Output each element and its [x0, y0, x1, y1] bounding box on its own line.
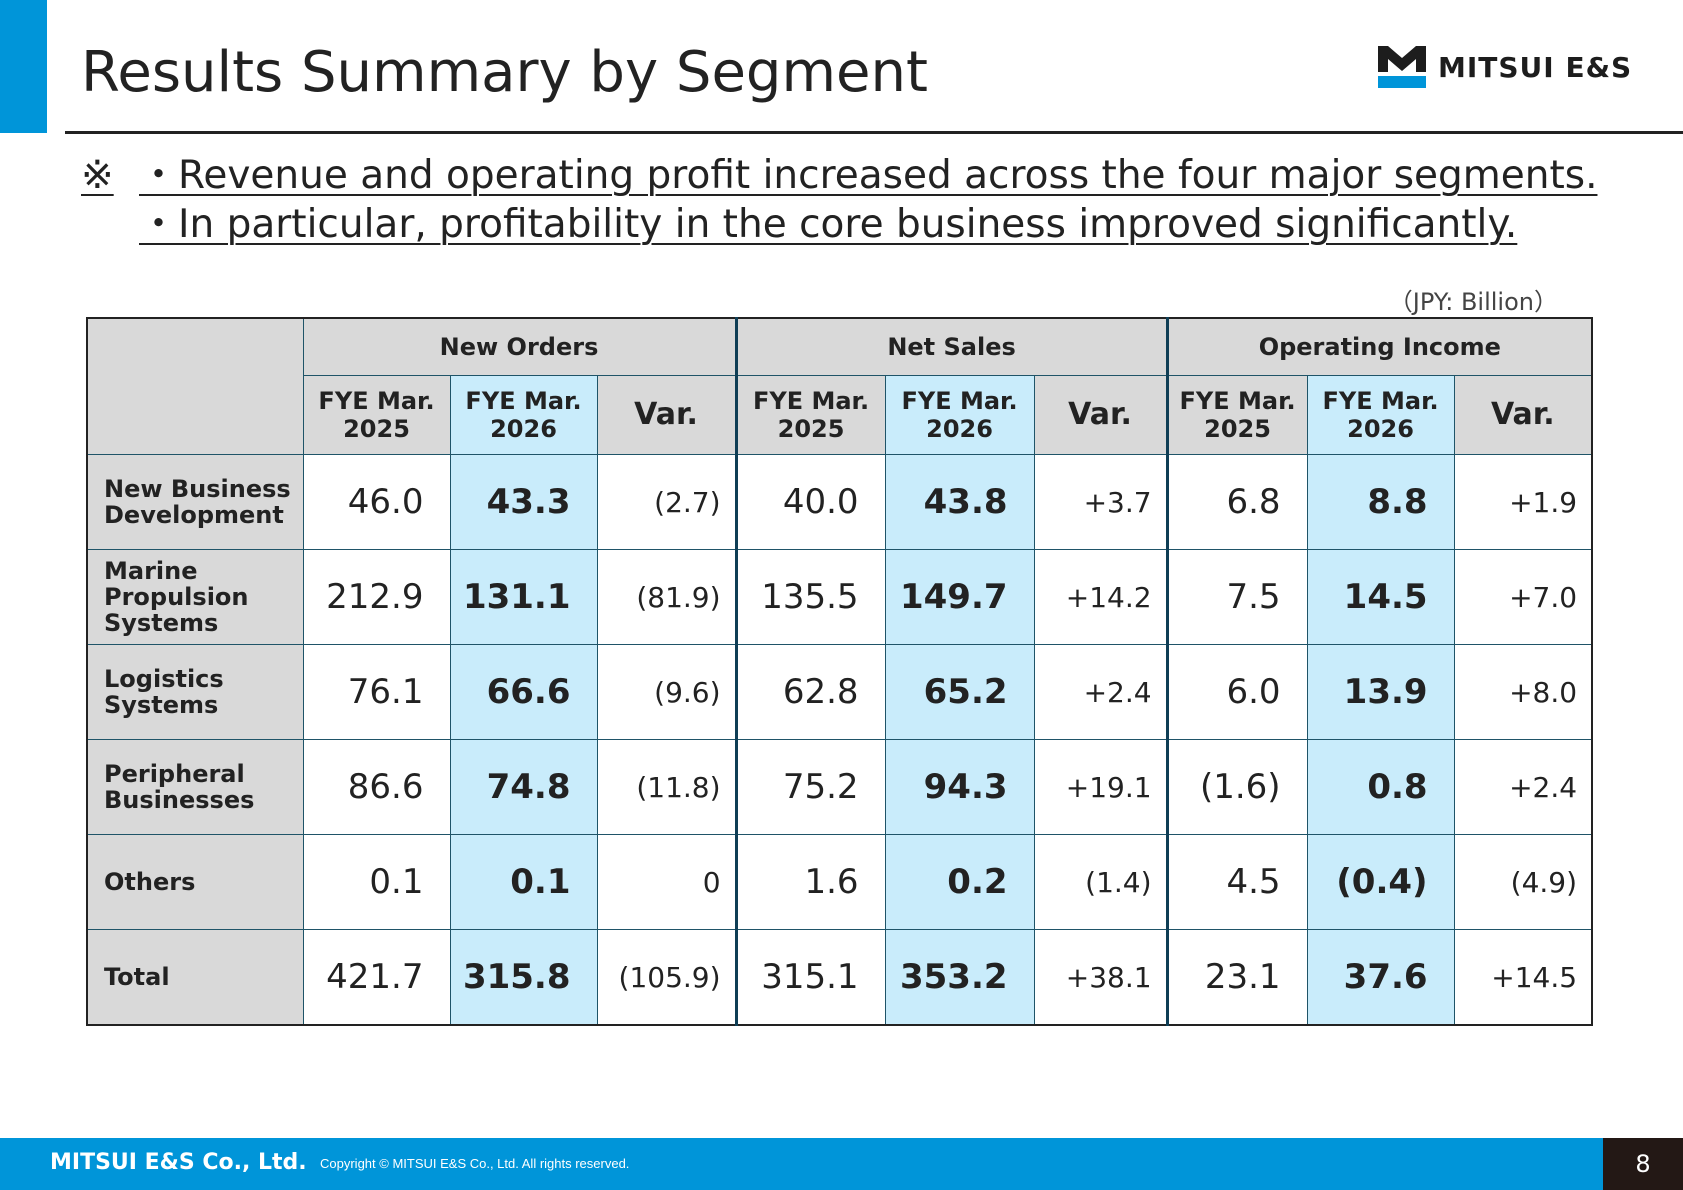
title-divider [65, 131, 1683, 134]
cell-net-sales-prev: 62.8 [734, 644, 886, 740]
cell-net-sales-prev: 1.6 [734, 834, 886, 930]
cell-new-orders-var: (9.6) [596, 644, 737, 740]
cell-op-income-prev: (1.6) [1165, 739, 1308, 835]
key-point-1: ※ ・Revenue and operating profit increased… [81, 151, 1597, 200]
footer-bar: MITSUI E&S Co., Ltd. Copyright © MITSUI … [0, 1138, 1683, 1190]
cell-op-income-prev: 6.0 [1165, 644, 1308, 740]
cell-new-orders-var: (105.9) [596, 929, 737, 1026]
cell-new-orders-prev: 46.0 [302, 454, 451, 550]
cell-op-income-var: (4.9) [1453, 834, 1593, 930]
table-row: Total 421.7 315.8 (105.9) 315.1 353.2 +38.1 23.… [86, 929, 1593, 1026]
col-header-prev-year: FYE Mar. 2025 [302, 375, 451, 455]
col-header-current-year: FYE Mar. 2026 [449, 375, 598, 455]
cell-new-orders-var: (2.7) [596, 454, 737, 550]
cell-net-sales-var: +19.1 [1033, 739, 1168, 835]
cell-net-sales-var: +38.1 [1033, 929, 1168, 1026]
cell-net-sales-curr: 43.8 [884, 454, 1035, 550]
cell-net-sales-prev: 75.2 [734, 739, 886, 835]
footer-company-name: MITSUI E&S Co., Ltd. [50, 1150, 307, 1175]
cell-new-orders-var: (11.8) [596, 739, 737, 835]
table-row: Others 0.1 0.1 0 1.6 0.2 (1.4) 4.5 (0.4) (4.9) [86, 834, 1593, 930]
cell-op-income-var: +2.4 [1453, 739, 1593, 835]
footer-copyright: Copyright © MITSUI E&S Co., Ltd. All rig… [320, 1156, 630, 1171]
key-point-2: ・In particular, profitability in the cor… [81, 200, 1597, 249]
unit-label: （JPY: Billion） [1388, 288, 1558, 316]
table-row: Marine Propulsion Systems 212.9 131.1 (81.9… [86, 549, 1593, 645]
key-point-2-text: ・In particular, profitability in the cor… [139, 202, 1518, 247]
logo-wordmark: MITSUI E&S [1438, 50, 1633, 84]
cell-op-income-var: +14.5 [1453, 929, 1593, 1026]
reference-mark: ※ [81, 153, 114, 198]
cell-op-income-prev: 4.5 [1165, 834, 1308, 930]
cell-op-income-var: +1.9 [1453, 454, 1593, 550]
row-label: Total [86, 929, 304, 1026]
page-number-box: 8 [1603, 1138, 1683, 1190]
table-row: New Business Development 46.0 43.3 (2.7) 40.… [86, 454, 1593, 550]
cell-op-income-var: +7.0 [1453, 549, 1593, 645]
cell-net-sales-curr: 353.2 [884, 929, 1035, 1026]
group-header-new-orders: New Orders [302, 317, 737, 376]
cell-net-sales-curr: 94.3 [884, 739, 1035, 835]
col-header-variance: Var. [596, 375, 737, 455]
row-label: New Business Development [86, 454, 304, 550]
cell-new-orders-var: (81.9) [596, 549, 737, 645]
title-accent-bar [0, 0, 47, 133]
cell-op-income-curr: 13.9 [1306, 644, 1455, 740]
cell-net-sales-var: +3.7 [1033, 454, 1168, 550]
cell-net-sales-var: (1.4) [1033, 834, 1168, 930]
cell-op-income-prev: 23.1 [1165, 929, 1308, 1026]
table-row: Logistics Systems 76.1 66.6 (9.6) 62.8 65.2 +2… [86, 644, 1593, 740]
header-corner [86, 317, 304, 455]
cell-op-income-curr: 0.8 [1306, 739, 1455, 835]
row-label: Logistics Systems [86, 644, 304, 740]
key-point-1-text: ・Revenue and operating profit increased … [139, 153, 1598, 198]
cell-new-orders-prev: 86.6 [302, 739, 451, 835]
cell-net-sales-prev: 135.5 [734, 549, 886, 645]
row-label: Others [86, 834, 304, 930]
segment-results-table: New Orders Net Sales Operating Income FY… [86, 317, 1594, 1026]
col-header-variance: Var. [1453, 375, 1593, 455]
cell-op-income-curr: 8.8 [1306, 454, 1455, 550]
company-logo: MITSUI E&S [1378, 46, 1632, 88]
col-header-current-year: FYE Mar. 2026 [1306, 375, 1455, 455]
cell-op-income-var: +8.0 [1453, 644, 1593, 740]
cell-new-orders-curr: 66.6 [449, 644, 598, 740]
cell-new-orders-prev: 212.9 [302, 549, 451, 645]
cell-net-sales-prev: 315.1 [734, 929, 886, 1026]
key-points: ※ ・Revenue and operating profit increased… [81, 151, 1597, 249]
cell-new-orders-curr: 0.1 [449, 834, 598, 930]
cell-net-sales-var: +2.4 [1033, 644, 1168, 740]
cell-op-income-curr: (0.4) [1306, 834, 1455, 930]
mitsui-logo-icon [1378, 46, 1426, 88]
cell-op-income-prev: 7.5 [1165, 549, 1308, 645]
cell-new-orders-curr: 43.3 [449, 454, 598, 550]
cell-new-orders-prev: 421.7 [302, 929, 451, 1026]
group-header-net-sales: Net Sales [734, 317, 1168, 376]
cell-new-orders-prev: 76.1 [302, 644, 451, 740]
col-header-variance: Var. [1033, 375, 1168, 455]
cell-net-sales-curr: 149.7 [884, 549, 1035, 645]
cell-op-income-curr: 14.5 [1306, 549, 1455, 645]
page-number: 8 [1635, 1150, 1651, 1178]
table-row: Peripheral Businesses 86.6 74.8 (11.8) 75.2 9… [86, 739, 1593, 835]
col-header-current-year: FYE Mar. 2026 [884, 375, 1035, 455]
row-label: Peripheral Businesses [86, 739, 304, 835]
cell-net-sales-prev: 40.0 [734, 454, 886, 550]
cell-new-orders-curr: 315.8 [449, 929, 598, 1026]
cell-new-orders-curr: 74.8 [449, 739, 598, 835]
row-label: Marine Propulsion Systems [86, 549, 304, 645]
col-header-prev-year: FYE Mar. 2025 [734, 375, 886, 455]
cell-new-orders-var: 0 [596, 834, 737, 930]
cell-new-orders-curr: 131.1 [449, 549, 598, 645]
group-header-operating-income: Operating Income [1165, 317, 1593, 376]
cell-op-income-prev: 6.8 [1165, 454, 1308, 550]
cell-net-sales-curr: 65.2 [884, 644, 1035, 740]
cell-net-sales-var: +14.2 [1033, 549, 1168, 645]
cell-op-income-curr: 37.6 [1306, 929, 1455, 1026]
col-header-prev-year: FYE Mar. 2025 [1165, 375, 1308, 455]
cell-net-sales-curr: 0.2 [884, 834, 1035, 930]
cell-new-orders-prev: 0.1 [302, 834, 451, 930]
page-title: Results Summary by Segment [81, 40, 928, 105]
